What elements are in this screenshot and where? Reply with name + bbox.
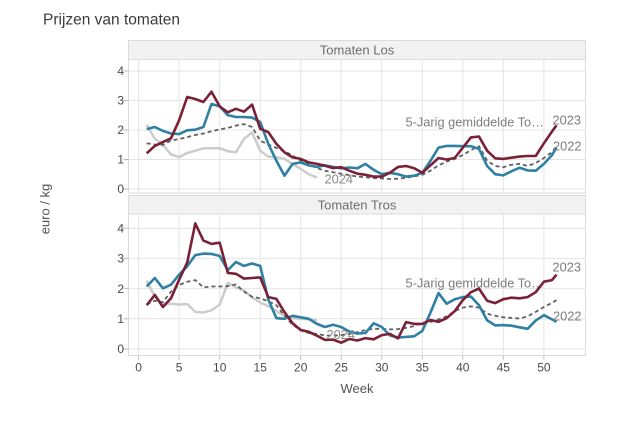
svg-text:35: 35 <box>416 361 430 375</box>
svg-text:2023: 2023 <box>553 113 581 128</box>
svg-text:2022: 2022 <box>553 139 581 154</box>
svg-text:2024: 2024 <box>325 172 353 187</box>
svg-text:1: 1 <box>117 153 124 167</box>
svg-text:15: 15 <box>254 361 268 375</box>
svg-text:Prijzen van tomaten: Prijzen van tomaten <box>43 12 180 29</box>
svg-text:0: 0 <box>135 361 142 375</box>
svg-text:2022: 2022 <box>553 309 581 324</box>
svg-text:3: 3 <box>117 252 124 266</box>
svg-text:0: 0 <box>117 182 124 196</box>
svg-text:euro / kg: euro / kg <box>38 184 53 235</box>
svg-text:2024: 2024 <box>327 327 355 342</box>
svg-text:2023: 2023 <box>553 260 581 275</box>
svg-text:1: 1 <box>117 312 124 326</box>
svg-text:20: 20 <box>294 361 308 375</box>
svg-text:Week: Week <box>341 381 374 396</box>
svg-text:5-Jarig gemiddelde To…: 5-Jarig gemiddelde To… <box>406 115 544 130</box>
svg-text:Tomaten Los: Tomaten Los <box>320 43 395 58</box>
svg-text:40: 40 <box>456 361 470 375</box>
svg-text:3: 3 <box>117 94 124 108</box>
svg-text:5-Jarig gemiddelde To…: 5-Jarig gemiddelde To… <box>406 276 544 291</box>
svg-text:2: 2 <box>117 123 124 137</box>
svg-text:2: 2 <box>117 282 124 296</box>
svg-text:4: 4 <box>117 221 124 235</box>
svg-text:0: 0 <box>117 342 124 356</box>
svg-text:45: 45 <box>497 361 511 375</box>
svg-text:25: 25 <box>335 361 349 375</box>
svg-text:50: 50 <box>537 361 551 375</box>
svg-text:10: 10 <box>213 361 227 375</box>
svg-text:30: 30 <box>375 361 389 375</box>
svg-text:4: 4 <box>117 64 124 78</box>
svg-text:5: 5 <box>176 361 183 375</box>
svg-text:Tomaten Tros: Tomaten Tros <box>318 197 397 212</box>
